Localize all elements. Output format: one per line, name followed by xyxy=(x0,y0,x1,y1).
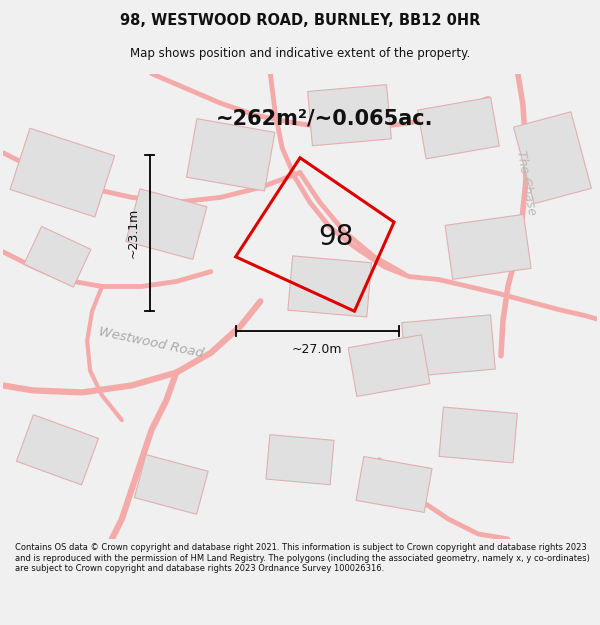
Text: ~27.0m: ~27.0m xyxy=(292,343,343,356)
Polygon shape xyxy=(439,407,517,463)
Text: Map shows position and indicative extent of the property.: Map shows position and indicative extent… xyxy=(130,48,470,61)
Polygon shape xyxy=(187,119,275,191)
Polygon shape xyxy=(308,84,391,146)
Polygon shape xyxy=(356,456,432,512)
Polygon shape xyxy=(16,415,98,485)
Polygon shape xyxy=(24,226,91,287)
Text: Contains OS data © Crown copyright and database right 2021. This information is : Contains OS data © Crown copyright and d… xyxy=(15,543,590,573)
Polygon shape xyxy=(418,98,499,159)
Polygon shape xyxy=(10,128,115,217)
Polygon shape xyxy=(266,435,334,485)
Text: ~262m²/~0.065ac.: ~262m²/~0.065ac. xyxy=(216,108,433,128)
Text: 98, WESTWOOD ROAD, BURNLEY, BB12 0HR: 98, WESTWOOD ROAD, BURNLEY, BB12 0HR xyxy=(120,12,480,28)
Polygon shape xyxy=(288,256,371,317)
Polygon shape xyxy=(126,189,207,259)
Polygon shape xyxy=(445,214,531,279)
Polygon shape xyxy=(514,112,592,204)
Text: Westwood Road: Westwood Road xyxy=(97,326,205,361)
Polygon shape xyxy=(402,315,495,377)
Text: ~23.1m: ~23.1m xyxy=(127,208,140,258)
Polygon shape xyxy=(348,335,430,396)
Text: 98: 98 xyxy=(318,223,353,251)
Polygon shape xyxy=(134,454,208,514)
Text: The Chase: The Chase xyxy=(514,149,538,216)
